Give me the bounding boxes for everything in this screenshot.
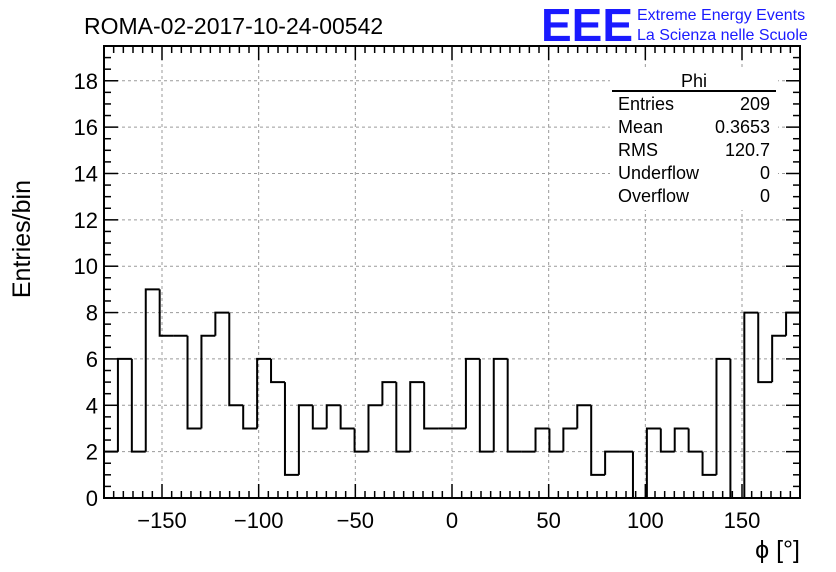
y-tick-labels: 0 2 4 6 8 10 12 14 16 18 <box>74 69 98 511</box>
histogram-bin <box>673 427 689 452</box>
histogram-bin <box>353 428 369 453</box>
eee-logo: EEE Extreme Energy Events La Scienza nel… <box>541 0 808 51</box>
stats-label: Entries <box>618 94 674 114</box>
histogram-bars <box>103 288 800 499</box>
histogram-bin <box>701 451 717 476</box>
histogram-bin <box>325 404 341 429</box>
histogram-bin <box>576 404 592 429</box>
y-tick-label: 14 <box>74 161 98 186</box>
histogram-bin <box>687 428 703 453</box>
logo-line-1: Extreme Energy Events <box>637 7 805 24</box>
stats-box: Phi Entries 209 Mean 0.3653 RMS 120.7 Underflo… <box>610 68 778 210</box>
histogram-bin <box>604 450 620 475</box>
histogram-bin <box>715 357 731 475</box>
stats-label: Overflow <box>618 186 690 206</box>
histogram-bin <box>729 358 745 499</box>
y-tick-label: 6 <box>86 347 98 372</box>
histogram-bin <box>228 312 244 407</box>
histogram-bin <box>130 358 146 453</box>
histogram-bin <box>478 358 494 453</box>
histogram-bin <box>311 405 327 430</box>
y-tick-label: 18 <box>74 69 98 94</box>
histogram-bin <box>283 382 299 476</box>
histogram-bin <box>297 404 313 475</box>
histogram-bin <box>743 311 759 498</box>
histogram-bin <box>256 357 272 429</box>
y-tick-label: 2 <box>86 440 98 465</box>
x-tick-label: −150 <box>137 508 187 533</box>
histogram-bin <box>534 427 550 452</box>
histogram-bin <box>214 311 230 336</box>
histogram-bin <box>645 427 661 498</box>
histogram-bin <box>242 405 258 430</box>
chart-title: ROMA-02-2017-10-24-00542 <box>84 13 383 39</box>
x-tick-label: −100 <box>234 508 284 533</box>
stats-label: RMS <box>618 140 658 160</box>
x-axis-title: ϕ [°] <box>755 536 800 564</box>
histogram-bin <box>464 357 480 429</box>
histogram-bin <box>757 312 773 384</box>
stats-label: Mean <box>618 117 663 137</box>
histogram-bin <box>506 358 522 453</box>
histogram-bin <box>200 334 216 429</box>
stats-label: Underflow <box>618 163 700 183</box>
histogram-bin <box>144 288 160 452</box>
histogram-bin <box>548 428 564 453</box>
histogram-bin <box>158 289 174 337</box>
stats-value: 0 <box>760 163 770 183</box>
axis-ticks <box>104 45 800 498</box>
x-tick-label: 150 <box>724 508 761 533</box>
histogram-bin <box>381 381 397 406</box>
histogram-bin <box>562 427 578 452</box>
histogram-bin <box>339 405 355 430</box>
histogram-bin <box>423 382 439 430</box>
x-tick-label: −50 <box>337 508 374 533</box>
logo-line-2: La Scienza nelle Scuole <box>637 27 808 44</box>
y-tick-label: 16 <box>74 115 98 140</box>
x-tick-label: 100 <box>627 508 664 533</box>
x-tick-label: 0 <box>446 508 458 533</box>
stats-value: 0.3653 <box>715 117 770 137</box>
histogram-bin <box>270 358 285 384</box>
histogram-bin <box>186 335 202 430</box>
histogram-bin <box>771 334 787 383</box>
histogram-bin <box>590 405 606 476</box>
y-tick-label: 12 <box>74 208 98 233</box>
stats-value: 209 <box>740 94 770 114</box>
histogram-bin <box>659 428 675 453</box>
logo-mark: EEE <box>541 0 633 51</box>
stats-value: 0 <box>760 186 770 206</box>
stats-value: 120.7 <box>725 140 770 160</box>
x-tick-labels: −150 −100 −50 0 50 100 150 <box>137 508 760 533</box>
y-tick-label: 8 <box>86 301 98 326</box>
x-tick-label: 50 <box>536 508 560 533</box>
histogram-bin <box>492 357 508 452</box>
histogram-bin <box>367 404 383 452</box>
histogram-bin <box>409 381 425 452</box>
histogram-bin <box>395 382 411 453</box>
stats-title: Phi <box>681 71 707 91</box>
y-tick-label: 10 <box>74 254 98 279</box>
y-tick-label: 4 <box>86 393 98 418</box>
y-axis-title: Entries/bin <box>8 180 36 298</box>
y-tick-label: 0 <box>86 486 98 511</box>
stats-rows: Entries 209 Mean 0.3653 RMS 120.7 Underflow 0 Ov… <box>618 94 770 206</box>
